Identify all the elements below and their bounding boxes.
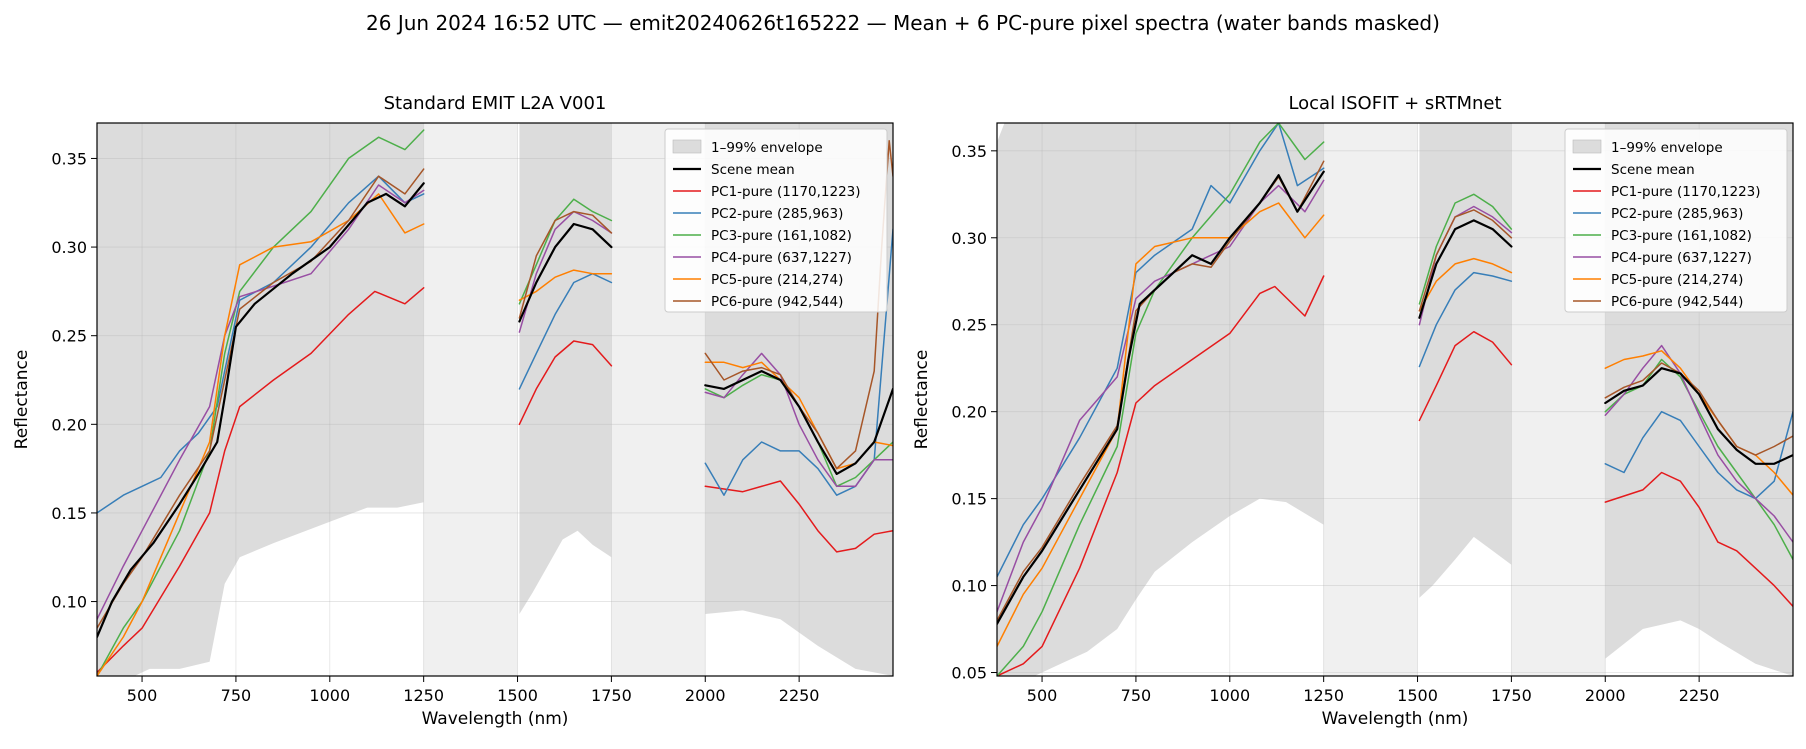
legend: 1–99% envelope Scene mean PC1-pure (1170,1… (1564, 128, 1788, 313)
y-tick-label-0.15: 0.15 (51, 504, 87, 523)
y-tick-label-0.25: 0.25 (51, 327, 87, 346)
y-tick-label-0.35: 0.35 (51, 149, 87, 168)
legend-swatch-envelope (672, 139, 702, 154)
water-band-mask-1 (423, 123, 518, 676)
legend-label-pc3-pure-161-1082: PC3-pure (161,1082) (1611, 228, 1752, 244)
chart-title: Local ISOFIT + sRTMnet (1288, 93, 1501, 114)
x-tick-label-500: 500 (127, 686, 158, 705)
envelope-segment-1 (997, 123, 1324, 676)
y-tick-label-0.15: 0.15 (951, 490, 987, 509)
envelope-segment-2 (1419, 123, 1512, 598)
x-tick-label-500: 500 (1027, 686, 1058, 705)
legend: 1–99% envelope Scene mean PC1-pure (1170,1… (664, 128, 888, 313)
y-tick-label-0.25: 0.25 (951, 316, 987, 335)
legend-box (664, 128, 888, 313)
series-line-pc1-pure-1170-1223 (997, 275, 1793, 676)
plot-frame (996, 122, 1794, 677)
x-tick-label-750: 750 (221, 686, 252, 705)
panel-standard-emit: 500 750 1000 1250 1500 1750 2000 2250 0.10 0.15 0.… (12, 93, 894, 729)
water-band-mask-1 (1323, 123, 1418, 676)
x-tick-label-2250: 2250 (779, 686, 820, 705)
figure-suptitle: 26 Jun 2024 16:52 UTC — emit20240626t165… (366, 11, 1440, 35)
y-tick-label-0.1: 0.10 (51, 593, 87, 612)
panel-local-isofit: 500 750 1000 1250 1500 1750 2000 2250 0.05 0.10 0.… (912, 93, 1794, 729)
legend-label-scene-mean: Scene mean (711, 162, 795, 178)
series-line-pc1-pure-1170-1223 (97, 287, 893, 674)
x-tick-label-1500: 1500 (1397, 686, 1438, 705)
x-tick-label-1500: 1500 (497, 686, 538, 705)
legend-label-pc1-pure-1170-1223: PC1-pure (1170,1223) (1611, 184, 1761, 200)
plot-area (997, 123, 1793, 676)
y-axis-label: Reflectance (12, 350, 32, 450)
x-tick-label-1250: 1250 (403, 686, 444, 705)
y-tick-label-0.3: 0.30 (51, 238, 87, 257)
x-tick-label-2250: 2250 (1679, 686, 1720, 705)
x-tick-label-2000: 2000 (685, 686, 726, 705)
x-tick-label-750: 750 (1121, 686, 1152, 705)
x-tick-label-1250: 1250 (1303, 686, 1344, 705)
envelope-segment-1 (97, 123, 424, 676)
x-axis-label: Wavelength (nm) (1322, 709, 1469, 729)
y-axis-label: Reflectance (912, 350, 932, 450)
legend-label-pc3-pure-161-1082: PC3-pure (161,1082) (711, 228, 852, 244)
legend-label-envelope: 1–99% envelope (1611, 140, 1723, 156)
series-line-scene-mean (97, 182, 893, 639)
legend-label-pc6-pure-942-544: PC6-pure (942,544) (711, 294, 843, 310)
legend-label-pc1-pure-1170-1223: PC1-pure (1170,1223) (711, 184, 861, 200)
legend-swatch-envelope (1572, 139, 1602, 154)
series-line-scene-mean (997, 170, 1793, 625)
y-tick-label-0.2: 0.20 (951, 403, 987, 422)
x-tick-label-1000: 1000 (1209, 686, 1250, 705)
y-tick-label-0.2: 0.20 (51, 415, 87, 434)
x-tick-label-1750: 1750 (1491, 686, 1532, 705)
x-axis-label: Wavelength (nm) (422, 709, 569, 729)
legend-label-scene-mean: Scene mean (1611, 162, 1695, 178)
legend-label-pc2-pure-285-963: PC2-pure (285,963) (711, 206, 843, 222)
plot-frame (96, 122, 894, 677)
y-tick-label-0.1: 0.10 (951, 577, 987, 596)
x-tick-label-1750: 1750 (591, 686, 632, 705)
legend-label-pc5-pure-214-274: PC5-pure (214,274) (1611, 272, 1743, 288)
legend-label-pc4-pure-637-1227: PC4-pure (637,1227) (711, 250, 852, 266)
x-tick-label-2000: 2000 (1585, 686, 1626, 705)
y-tick-label-0.35: 0.35 (951, 142, 987, 161)
legend-label-pc4-pure-637-1227: PC4-pure (637,1227) (1611, 250, 1752, 266)
plot-area (97, 123, 893, 676)
chart-title: Standard EMIT L2A V001 (384, 93, 607, 114)
y-tick-label-0.3: 0.30 (951, 229, 987, 248)
legend-label-pc5-pure-214-274: PC5-pure (214,274) (711, 272, 843, 288)
x-tick-label-1000: 1000 (309, 686, 350, 705)
legend-label-pc2-pure-285-963: PC2-pure (285,963) (1611, 206, 1743, 222)
legend-label-envelope: 1–99% envelope (711, 140, 823, 156)
y-tick-label-0.05: 0.05 (951, 664, 987, 683)
legend-label-pc6-pure-942-544: PC6-pure (942,544) (1611, 294, 1743, 310)
legend-box (1564, 128, 1788, 313)
